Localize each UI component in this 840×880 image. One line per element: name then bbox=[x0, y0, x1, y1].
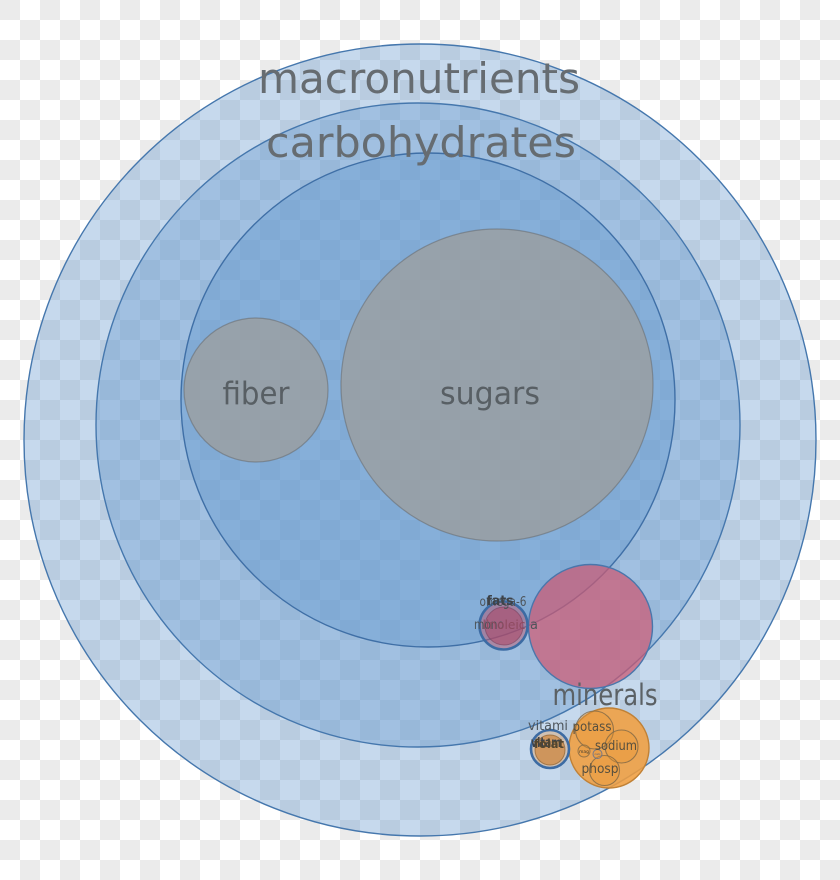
fats-label: fats bbox=[487, 594, 514, 609]
magnesium-label: mag bbox=[579, 750, 589, 755]
sugars-circle bbox=[340, 228, 654, 542]
sugars-label: sugars bbox=[440, 376, 540, 412]
fiber-label: fiber bbox=[223, 376, 290, 412]
calcium-label: calc bbox=[595, 752, 601, 756]
sodium-label: sodium bbox=[595, 739, 637, 754]
fats-circle bbox=[527, 563, 654, 690]
phosphorus-label: phosp bbox=[582, 762, 619, 777]
sodium-circle bbox=[604, 729, 639, 764]
linoleic-circle bbox=[484, 606, 524, 646]
phosphorus-circle bbox=[588, 754, 621, 787]
potassium-circle bbox=[574, 710, 615, 750]
vitamins-label: vitami bbox=[528, 719, 568, 734]
fiber-circle bbox=[183, 317, 329, 463]
minerals-label: minerals bbox=[553, 678, 658, 712]
linoleic-label: linoleic bbox=[483, 617, 526, 632]
mono-label: mono bbox=[474, 618, 504, 633]
omega6-label: omega-6 bbox=[480, 595, 527, 610]
folate-label: folat bbox=[534, 736, 564, 751]
magnesium-circle bbox=[577, 744, 591, 758]
folate-circle bbox=[534, 734, 566, 766]
carbohydrates-label: carbohydrates bbox=[266, 118, 576, 167]
linoleic-suffix-label: a bbox=[530, 618, 538, 633]
macronutrients-label: macronutrients bbox=[258, 54, 580, 103]
calcium-circle bbox=[592, 749, 603, 759]
vitamin-overlap-label: vitam bbox=[531, 736, 561, 751]
potassium-label: potass bbox=[573, 720, 612, 735]
